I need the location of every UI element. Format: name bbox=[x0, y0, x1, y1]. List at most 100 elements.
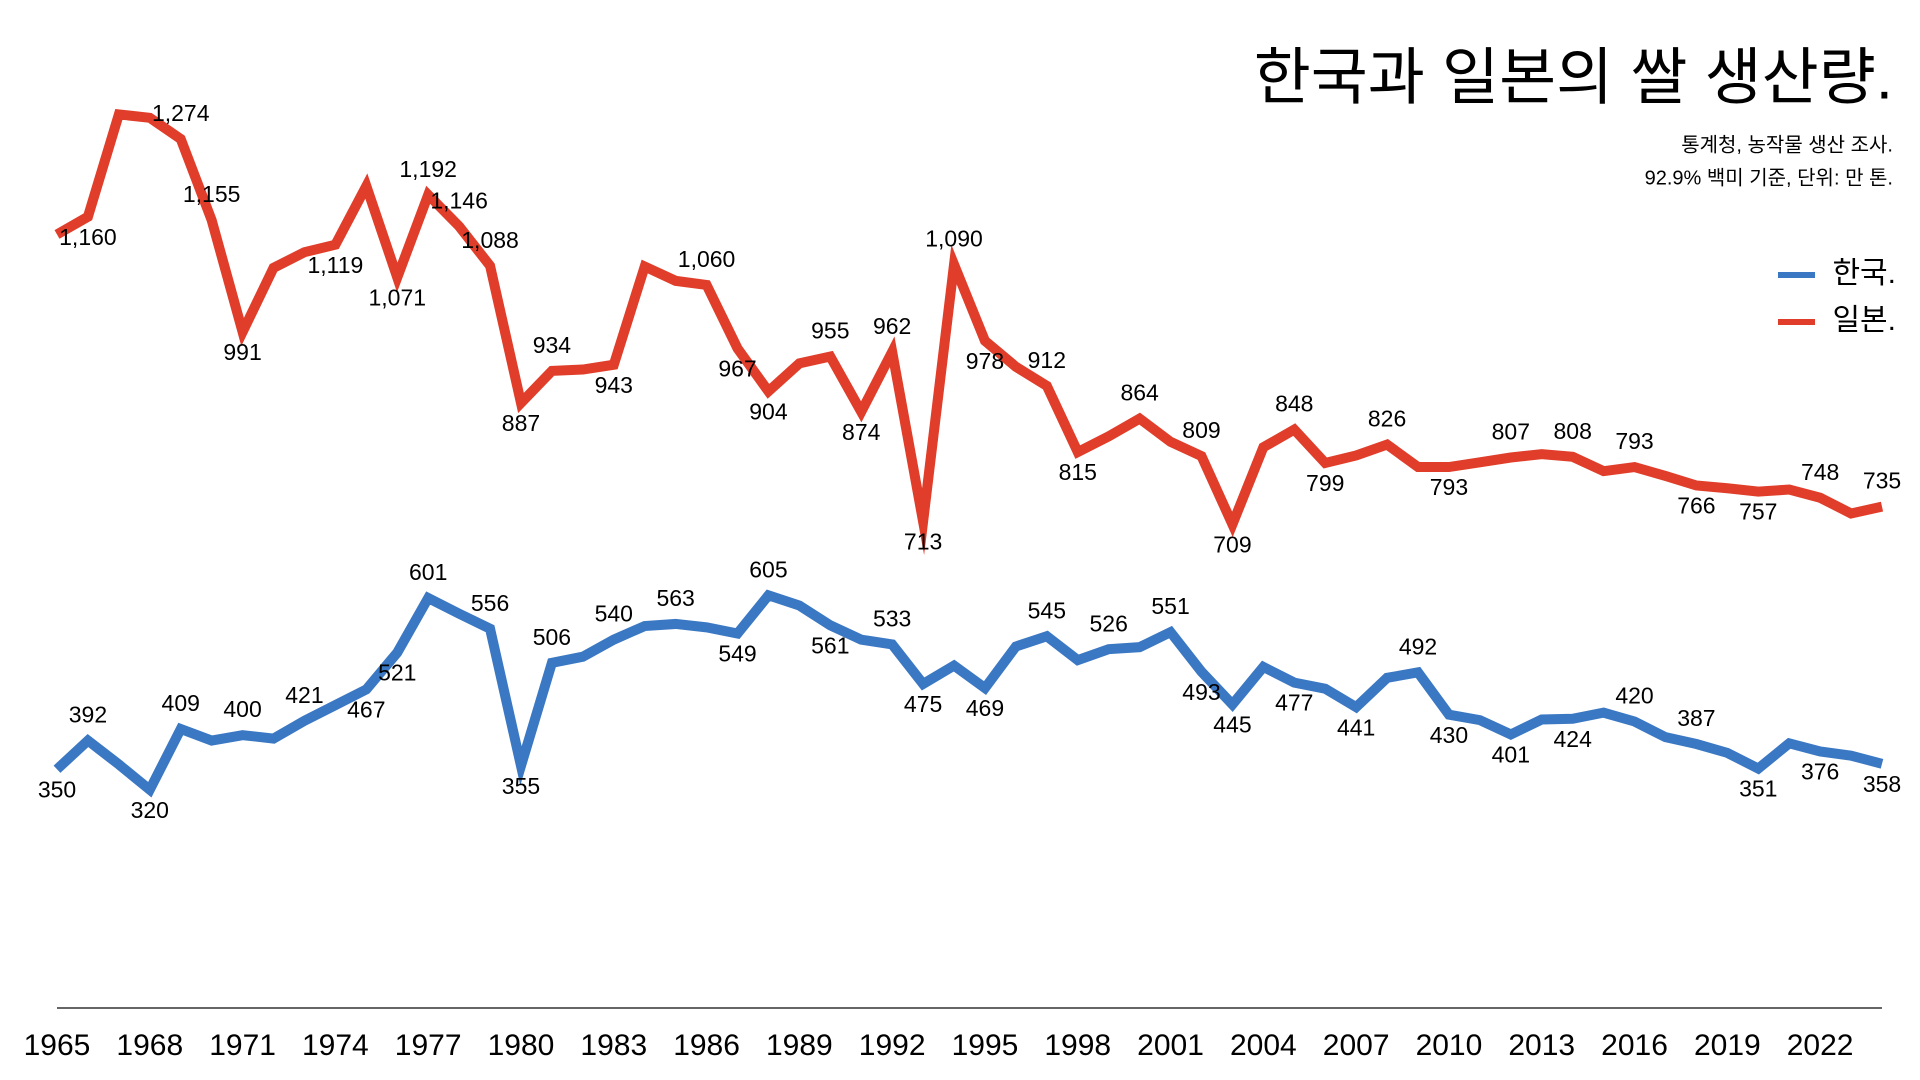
data-label: 445 bbox=[1213, 712, 1251, 738]
data-label: 991 bbox=[223, 339, 261, 365]
data-label: 400 bbox=[223, 696, 261, 722]
data-label: 826 bbox=[1368, 406, 1406, 432]
x-tick-label: 1974 bbox=[302, 1029, 369, 1062]
chart-note: 92.9% 백미 기준, 단위: 만 톤. bbox=[1645, 166, 1893, 189]
data-label: 441 bbox=[1337, 714, 1375, 740]
data-label: 521 bbox=[378, 660, 416, 686]
data-label: 493 bbox=[1182, 679, 1220, 705]
data-label: 355 bbox=[502, 773, 540, 799]
data-label: 955 bbox=[811, 318, 849, 344]
data-label: 799 bbox=[1306, 470, 1344, 496]
data-label: 1,119 bbox=[307, 252, 363, 278]
data-label: 350 bbox=[38, 776, 76, 802]
data-label: 475 bbox=[904, 691, 942, 717]
data-label: 533 bbox=[873, 605, 911, 631]
data-label: 561 bbox=[811, 632, 849, 658]
x-tick-label: 1998 bbox=[1044, 1029, 1111, 1062]
x-tick-label: 2004 bbox=[1230, 1029, 1297, 1062]
x-tick-label: 2001 bbox=[1137, 1029, 1204, 1062]
data-label: 551 bbox=[1151, 593, 1189, 619]
data-label: 1,060 bbox=[678, 246, 736, 272]
data-label: 808 bbox=[1553, 418, 1591, 444]
data-label: 757 bbox=[1739, 499, 1777, 525]
x-tick-label: 2010 bbox=[1416, 1029, 1483, 1062]
x-tick-label: 1983 bbox=[580, 1029, 647, 1062]
x-tick-label: 2013 bbox=[1508, 1029, 1575, 1062]
data-label: 713 bbox=[904, 529, 942, 555]
data-label: 815 bbox=[1059, 459, 1097, 485]
legend-label: 한국. bbox=[1832, 257, 1896, 290]
data-label: 1,071 bbox=[368, 285, 426, 311]
data-label: 809 bbox=[1182, 417, 1220, 443]
data-label: 904 bbox=[749, 398, 788, 424]
data-label: 967 bbox=[718, 355, 756, 381]
x-tick-label: 1968 bbox=[116, 1029, 183, 1062]
x-tick-label: 2022 bbox=[1787, 1029, 1854, 1062]
data-label: 467 bbox=[347, 697, 385, 723]
data-label: 735 bbox=[1863, 468, 1901, 494]
data-label: 748 bbox=[1801, 459, 1839, 485]
data-label: 477 bbox=[1275, 690, 1313, 716]
data-label: 401 bbox=[1492, 742, 1530, 768]
data-label: 766 bbox=[1677, 493, 1715, 519]
data-label: 848 bbox=[1275, 391, 1313, 417]
x-tick-label: 2007 bbox=[1323, 1029, 1390, 1062]
data-label: 1,146 bbox=[430, 187, 488, 213]
data-label: 563 bbox=[656, 585, 694, 611]
data-label: 492 bbox=[1399, 633, 1437, 659]
data-label: 376 bbox=[1801, 759, 1839, 785]
x-tick-label: 1977 bbox=[395, 1029, 462, 1062]
legend-label: 일본. bbox=[1832, 304, 1896, 337]
data-label: 469 bbox=[966, 695, 1004, 721]
data-label: 1,088 bbox=[461, 227, 519, 253]
data-label: 540 bbox=[595, 601, 633, 627]
data-label: 526 bbox=[1090, 610, 1128, 636]
chart-title: 한국과 일본의 쌀 생산량. bbox=[1254, 43, 1893, 112]
data-label: 793 bbox=[1615, 428, 1653, 454]
data-label: 1,090 bbox=[925, 226, 983, 252]
x-tick-label: 1965 bbox=[24, 1029, 91, 1062]
x-tick-label: 2016 bbox=[1601, 1029, 1668, 1062]
x-tick-label: 1995 bbox=[952, 1029, 1019, 1062]
data-label: 549 bbox=[718, 641, 756, 667]
data-label: 420 bbox=[1615, 683, 1653, 709]
data-label: 962 bbox=[873, 313, 911, 339]
data-label: 709 bbox=[1213, 531, 1251, 557]
data-label: 793 bbox=[1430, 474, 1468, 500]
data-label: 978 bbox=[966, 348, 1004, 374]
line-series bbox=[53, 589, 1884, 798]
x-tick-label: 1980 bbox=[488, 1029, 555, 1062]
data-label: 387 bbox=[1677, 705, 1715, 731]
data-label: 601 bbox=[409, 559, 447, 585]
data-label: 943 bbox=[595, 372, 633, 398]
x-tick-label: 1989 bbox=[766, 1029, 833, 1062]
data-label: 421 bbox=[285, 682, 323, 708]
x-tick-label: 1971 bbox=[209, 1029, 276, 1062]
data-label: 887 bbox=[502, 410, 540, 436]
data-label: 424 bbox=[1553, 726, 1592, 752]
x-tick-label: 1986 bbox=[673, 1029, 740, 1062]
data-label: 392 bbox=[69, 702, 107, 728]
data-label: 351 bbox=[1739, 776, 1777, 802]
data-label: 874 bbox=[842, 419, 881, 445]
data-label: 545 bbox=[1028, 597, 1066, 623]
data-label: 1,155 bbox=[183, 181, 241, 207]
data-label: 320 bbox=[131, 797, 169, 823]
data-label: 807 bbox=[1492, 419, 1530, 445]
x-tick-label: 2019 bbox=[1694, 1029, 1761, 1062]
data-label: 1,192 bbox=[399, 156, 457, 182]
data-label: 1,274 bbox=[152, 100, 210, 126]
data-label: 556 bbox=[471, 590, 509, 616]
x-tick-label: 1992 bbox=[859, 1029, 926, 1062]
data-label: 358 bbox=[1863, 771, 1901, 797]
data-label: 506 bbox=[533, 624, 571, 650]
data-label: 430 bbox=[1430, 722, 1468, 748]
data-label: 1,160 bbox=[59, 224, 117, 250]
data-label: 605 bbox=[749, 556, 787, 582]
data-label: 409 bbox=[162, 690, 200, 716]
data-label: 934 bbox=[533, 332, 572, 358]
data-label: 912 bbox=[1028, 347, 1066, 373]
data-label: 864 bbox=[1120, 380, 1159, 406]
